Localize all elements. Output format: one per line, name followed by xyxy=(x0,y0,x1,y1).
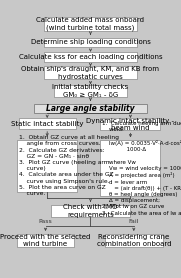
Text: Determine ship loading conditions: Determine ship loading conditions xyxy=(31,39,150,45)
FancyBboxPatch shape xyxy=(44,52,137,62)
Text: Calculate kss for each loading conditions: Calculate kss for each loading condition… xyxy=(19,54,162,60)
Text: Static intact stability: Static intact stability xyxy=(11,121,83,126)
Text: Fail: Fail xyxy=(129,219,139,224)
Text: Calculate added mass onboard
(wind turbine total mass): Calculate added mass onboard (wind turbi… xyxy=(37,17,144,31)
Text: Pass: Pass xyxy=(39,219,52,224)
Text: Check with IMO
requirements: Check with IMO requirements xyxy=(63,204,118,218)
FancyBboxPatch shape xyxy=(54,85,127,97)
FancyBboxPatch shape xyxy=(100,140,160,196)
FancyBboxPatch shape xyxy=(19,118,75,129)
FancyBboxPatch shape xyxy=(44,17,137,31)
Text: Large angle stability: Large angle stability xyxy=(46,104,135,113)
Text: Obtain ship's draught, KM, and KB from
hydrostatic curves: Obtain ship's draught, KM, and KB from h… xyxy=(22,66,159,80)
FancyBboxPatch shape xyxy=(44,66,137,79)
FancyBboxPatch shape xyxy=(50,205,131,217)
Text: 1.  Calculate heeling arm due to
    wind.

    lw(A) = 0.0035·V²·A·d·cos²(θ)
  : 1. Calculate heeling arm due to wind. lw… xyxy=(102,121,181,215)
FancyBboxPatch shape xyxy=(44,38,137,47)
Text: Dynamic intact stability -
beam wind: Dynamic intact stability - beam wind xyxy=(87,118,174,131)
FancyBboxPatch shape xyxy=(17,234,74,247)
FancyBboxPatch shape xyxy=(34,104,147,113)
FancyBboxPatch shape xyxy=(17,140,77,192)
Text: 1.  Obtain GZ curve at all heeling
    angle from cross curves.
2.  Calculate GZ: 1. Obtain GZ curve at all heeling angle … xyxy=(19,135,119,196)
Text: Initial stability checks
GM₀ ≥ GM₁ - δG: Initial stability checks GM₀ ≥ GM₁ - δG xyxy=(52,84,129,98)
FancyBboxPatch shape xyxy=(105,234,163,247)
Text: Reconsidering crane
combination onboard: Reconsidering crane combination onboard xyxy=(96,234,171,247)
Text: Proceed with the selected
wind turbine: Proceed with the selected wind turbine xyxy=(0,234,91,247)
FancyBboxPatch shape xyxy=(100,118,160,130)
